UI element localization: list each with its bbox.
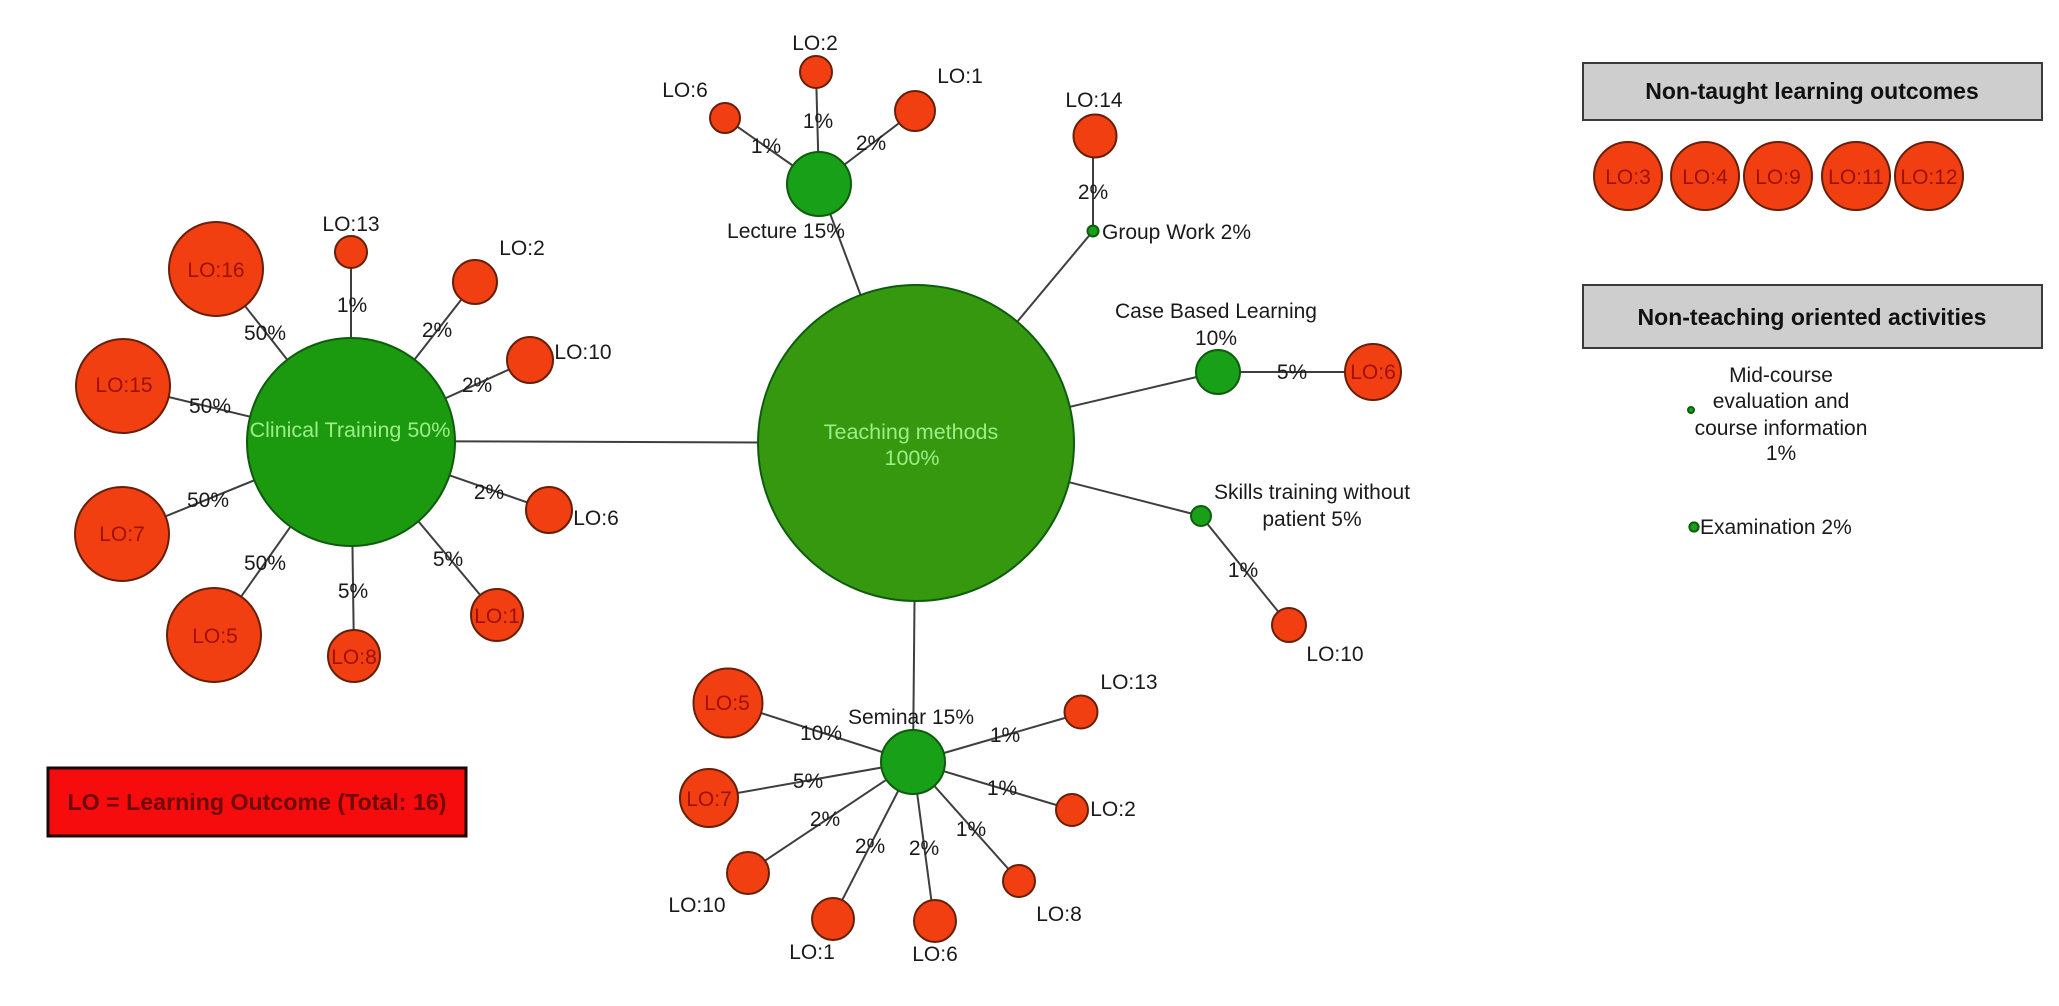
svg-text:LO:12: LO:12 [1900,166,1957,189]
svg-text:LO:13: LO:13 [322,213,379,236]
svg-text:2%: 2% [856,132,886,155]
svg-text:LO:1: LO:1 [937,65,983,88]
svg-text:1%: 1% [987,777,1017,800]
svg-text:Teaching methods: Teaching methods [824,420,999,444]
svg-text:LO:11: LO:11 [1828,166,1884,189]
svg-text:50%: 50% [189,395,231,418]
svg-text:50%: 50% [244,552,286,575]
svg-text:LO:1: LO:1 [474,605,520,628]
svg-text:5%: 5% [433,548,463,571]
svg-text:2%: 2% [422,319,452,342]
svg-text:LO:8: LO:8 [1036,903,1082,926]
svg-text:5%: 5% [338,580,368,603]
svg-text:1%: 1% [1766,442,1796,465]
svg-text:Group Work 2%: Group Work 2% [1102,221,1251,244]
svg-text:Examination 2%: Examination 2% [1700,516,1852,539]
svg-text:1%: 1% [751,135,781,158]
svg-text:2%: 2% [1078,181,1108,204]
svg-text:1%: 1% [803,110,833,133]
svg-text:Mid-course: Mid-course [1729,364,1833,387]
svg-text:LO:10: LO:10 [554,341,611,364]
svg-text:Skills training without: Skills training without [1214,481,1410,504]
svg-text:1%: 1% [956,818,986,841]
svg-text:100%: 100% [885,446,940,470]
svg-text:1%: 1% [337,294,367,317]
svg-text:course information: course information [1695,417,1868,440]
svg-text:evaluation and: evaluation and [1713,390,1850,413]
svg-text:50%: 50% [187,489,229,512]
svg-text:Lecture 15%: Lecture 15% [727,220,845,243]
svg-text:LO:14: LO:14 [1065,89,1123,112]
svg-text:LO:6: LO:6 [662,79,708,102]
svg-text:LO:5: LO:5 [192,625,238,648]
svg-text:2%: 2% [855,835,885,858]
svg-text:50%: 50% [244,322,286,345]
svg-text:LO:10: LO:10 [668,894,725,917]
svg-text:2%: 2% [810,808,840,831]
svg-text:LO:4: LO:4 [1682,166,1728,189]
svg-text:patient 5%: patient 5% [1262,508,1361,531]
svg-text:LO:3: LO:3 [1605,166,1651,189]
svg-text:2%: 2% [462,374,492,397]
svg-text:LO:9: LO:9 [1755,166,1801,189]
svg-text:LO:8: LO:8 [331,646,377,669]
svg-text:5%: 5% [1277,361,1307,384]
svg-text:LO:16: LO:16 [187,259,244,282]
svg-text:1%: 1% [990,724,1020,747]
svg-text:Clinical Training 50%: Clinical Training 50% [250,418,451,442]
svg-text:2%: 2% [474,481,504,504]
svg-text:2%: 2% [909,837,939,860]
svg-text:LO:6: LO:6 [912,943,958,966]
svg-text:LO:10: LO:10 [1306,643,1363,666]
svg-text:LO = Learning Outcome (Total:: LO = Learning Outcome (Total: 16) [68,789,447,815]
svg-text:LO:7: LO:7 [686,788,732,811]
svg-text:10%: 10% [800,722,842,745]
svg-text:LO:2: LO:2 [499,237,545,260]
svg-text:LO:6: LO:6 [573,507,619,530]
svg-text:LO:15: LO:15 [95,374,152,397]
svg-text:1%: 1% [1228,559,1258,582]
svg-text:Non-teaching oriented activiti: Non-teaching oriented activities [1638,304,1987,330]
svg-text:LO:2: LO:2 [1090,798,1136,821]
svg-text:LO:13: LO:13 [1100,671,1157,694]
svg-text:Seminar 15%: Seminar 15% [848,706,974,729]
svg-text:10%: 10% [1195,327,1237,350]
svg-text:LO:1: LO:1 [789,941,835,964]
svg-text:Case Based Learning: Case Based Learning [1115,300,1317,323]
svg-text:LO:5: LO:5 [704,692,750,715]
svg-text:5%: 5% [793,770,823,793]
svg-text:LO:7: LO:7 [99,523,145,546]
svg-text:LO:6: LO:6 [1350,361,1396,384]
svg-text:Non-taught learning outcomes: Non-taught learning outcomes [1645,78,1979,104]
svg-text:LO:2: LO:2 [792,32,838,55]
